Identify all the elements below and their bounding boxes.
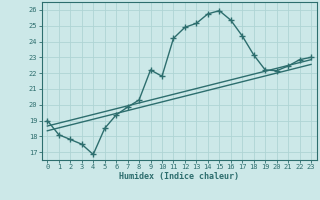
X-axis label: Humidex (Indice chaleur): Humidex (Indice chaleur)	[119, 172, 239, 181]
